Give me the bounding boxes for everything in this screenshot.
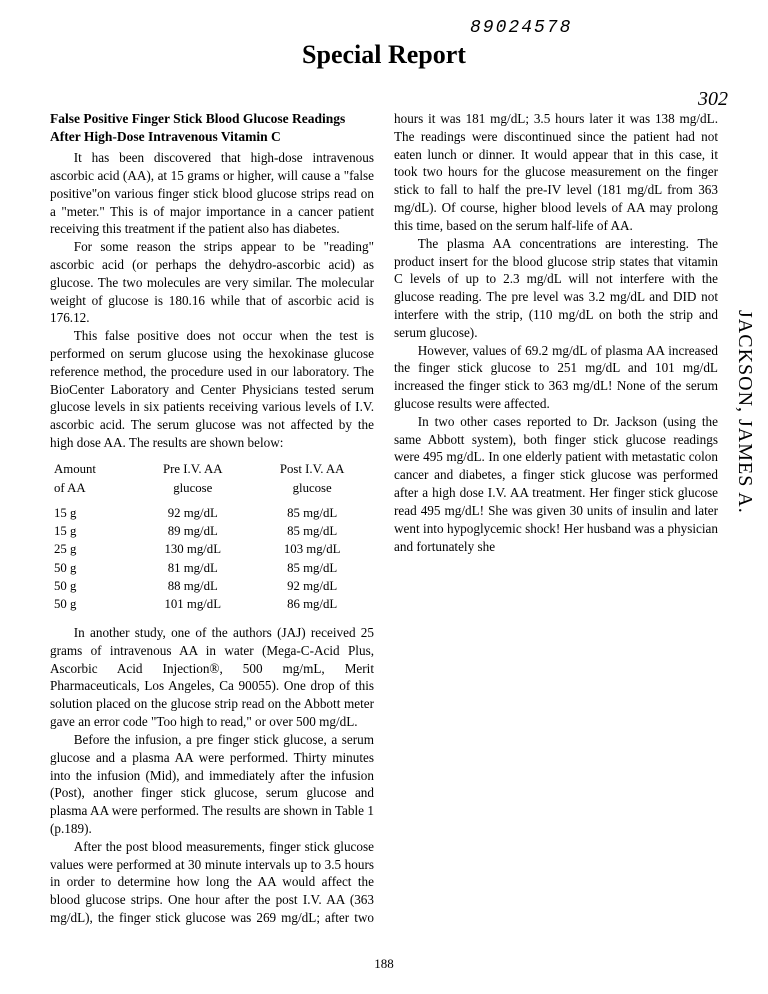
th-post-2: glucose [250, 479, 374, 498]
table-row: 50 g 88 mg/dL 92 mg/dL [50, 578, 374, 596]
cell-pre: 92 mg/dL [135, 504, 250, 522]
cell-post: 85 mg/dL [250, 523, 374, 541]
cell-pre: 81 mg/dL [135, 559, 250, 577]
glucose-table: Amount Pre I.V. AA Post I.V. AA of AA gl… [50, 460, 374, 614]
document-number: 89024578 [470, 18, 572, 38]
cell-pre: 88 mg/dL [135, 578, 250, 596]
paragraph-9: In two other cases reported to Dr. Jacks… [394, 413, 718, 556]
cell-pre: 89 mg/dL [135, 523, 250, 541]
th-pre-1: Pre I.V. AA [135, 460, 250, 479]
cell-post: 86 mg/dL [250, 596, 374, 614]
th-post-1: Post I.V. AA [250, 460, 374, 479]
table-row: 50 g 101 mg/dL 86 mg/dL [50, 596, 374, 614]
paragraph-8: However, values of 69.2 mg/dL of plasma … [394, 342, 718, 413]
cell-post: 92 mg/dL [250, 578, 374, 596]
cell-amount: 50 g [50, 559, 135, 577]
cell-pre: 101 mg/dL [135, 596, 250, 614]
cell-amount: 15 g [50, 504, 135, 522]
cell-pre: 130 mg/dL [135, 541, 250, 559]
th-amount-2: of AA [50, 479, 135, 498]
paragraph-1: It has been discovered that high-dose in… [50, 149, 374, 238]
main-title: Special Report [50, 40, 718, 70]
cell-post: 103 mg/dL [250, 541, 374, 559]
table-row: 15 g 92 mg/dL 85 mg/dL [50, 504, 374, 522]
table-header: Amount Pre I.V. AA Post I.V. AA of AA gl… [50, 460, 374, 505]
paragraph-7: The plasma AA concentrations are interes… [394, 235, 718, 342]
paragraph-3: This false positive does not occur when … [50, 327, 374, 452]
cell-post: 85 mg/dL [250, 504, 374, 522]
paragraph-4: In another study, one of the authors (JA… [50, 624, 374, 731]
cell-amount: 50 g [50, 596, 135, 614]
table-body: 15 g 92 mg/dL 85 mg/dL 15 g 89 mg/dL 85 … [50, 504, 374, 614]
paragraph-2: For some reason the strips appear to be … [50, 238, 374, 327]
th-amount-1: Amount [50, 460, 135, 479]
cell-amount: 50 g [50, 578, 135, 596]
th-pre-2: glucose [135, 479, 250, 498]
table-row: 25 g 130 mg/dL 103 mg/dL [50, 541, 374, 559]
page-number: 188 [0, 956, 768, 972]
handwritten-name-annotation: JACKSON, JAMES A. [733, 310, 756, 514]
cell-post: 85 mg/dL [250, 559, 374, 577]
page-container: 89024578 Special Report 302 JACKSON, JAM… [0, 0, 768, 994]
article-title: False Positive Finger Stick Blood Glucos… [50, 110, 374, 145]
cell-amount: 15 g [50, 523, 135, 541]
cell-amount: 25 g [50, 541, 135, 559]
table-row: 15 g 89 mg/dL 85 mg/dL [50, 523, 374, 541]
paragraph-5: Before the infusion, a pre finger stick … [50, 731, 374, 838]
article-columns: False Positive Finger Stick Blood Glucos… [50, 110, 718, 930]
handwritten-page-annotation: 302 [698, 88, 728, 111]
table-row: 50 g 81 mg/dL 85 mg/dL [50, 559, 374, 577]
